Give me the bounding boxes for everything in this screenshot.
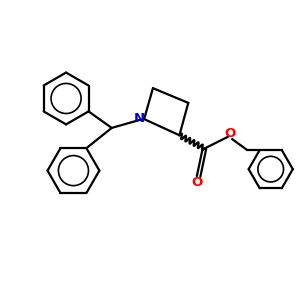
Text: N: N [134, 112, 145, 125]
Text: O: O [225, 127, 236, 140]
Text: O: O [192, 176, 203, 190]
